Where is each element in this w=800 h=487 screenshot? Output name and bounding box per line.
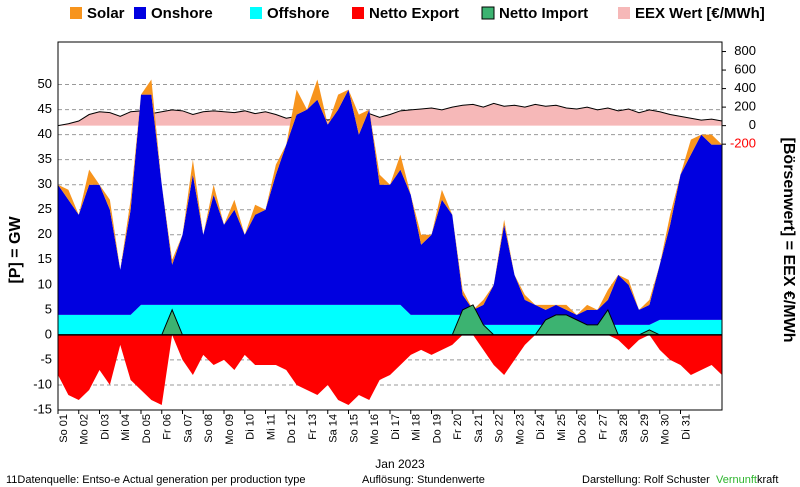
- y2-axis-label: [Börsenwert] = EEX €/MWh: [780, 138, 797, 343]
- x-tick-label: Do 12: [286, 414, 298, 443]
- x-tick-label: Sa 28: [618, 414, 630, 443]
- x-tick-label: Di 31: [680, 414, 692, 440]
- x-tick-label: So 29: [639, 414, 651, 443]
- x-tick-label: So 22: [494, 414, 506, 443]
- x-tick-label: Mo 09: [224, 414, 236, 445]
- y-tick-label: 50: [38, 76, 52, 91]
- legend-label: Netto Import: [499, 5, 588, 22]
- legend-swatch: [481, 6, 495, 20]
- x-tick-label: Di 17: [390, 414, 402, 440]
- brand-a: Vernunft: [716, 474, 757, 486]
- y-tick-label: -10: [33, 376, 52, 391]
- y-tick-label: 40: [38, 126, 52, 141]
- legend-label: Onshore: [151, 5, 213, 22]
- footer-brand: Vernunftkraft: [716, 474, 778, 486]
- x-tick-label: Fr 06: [162, 414, 174, 440]
- y-tick-label: 15: [38, 251, 52, 266]
- x-tick-label: Mo 30: [660, 414, 672, 445]
- y-tick-label: 45: [38, 101, 52, 116]
- x-tick-label: Sa 21: [473, 414, 485, 443]
- legend-label: Offshore: [267, 5, 330, 22]
- plot-frame: [57, 41, 723, 411]
- plot: [57, 79, 723, 411]
- footer-source: 11Datenquelle: Entso-e Actual generation…: [6, 474, 305, 486]
- x-tick-label: So 08: [203, 414, 215, 443]
- x-tick-label: Mi 18: [411, 414, 423, 441]
- y2-tick-label: 800: [734, 43, 756, 58]
- legend-label: Netto Export: [369, 5, 459, 22]
- x-axis-label: Jan 2023: [375, 457, 425, 471]
- x-tick-label: Di 24: [535, 414, 547, 440]
- x-tick-label: Sa 14: [328, 414, 340, 443]
- y-tick-label: 5: [45, 301, 52, 316]
- x-tick-label: Fr 13: [307, 414, 319, 440]
- legend-label: Solar: [87, 5, 125, 22]
- y-tick-label: -15: [33, 401, 52, 416]
- footer-author: Darstellung: Rolf Schuster: [582, 474, 710, 486]
- y-tick-label: 10: [38, 276, 52, 291]
- x-tick-label: Fr 27: [597, 414, 609, 440]
- x-tick-label: Mo 23: [514, 414, 526, 445]
- legend-swatch: [70, 7, 82, 19]
- x-tick-label: So 01: [58, 414, 70, 443]
- x-tick-label: So 15: [348, 414, 360, 443]
- x-tick-label: Do 26: [577, 414, 589, 443]
- y-tick-label: 25: [38, 201, 52, 216]
- y-tick-label: 35: [38, 151, 52, 166]
- legend-swatch: [352, 7, 364, 19]
- x-tick-label: Do 05: [141, 414, 153, 443]
- x-tick-label: Fr 20: [452, 414, 464, 440]
- x-tick-label: Di 03: [99, 414, 111, 440]
- brand-b: kraft: [757, 474, 778, 486]
- x-tick-label: Mi 11: [265, 414, 277, 440]
- legend-swatch: [250, 7, 262, 19]
- y2-tick-label: 600: [734, 62, 756, 77]
- y2-tick-label: -200: [730, 136, 756, 151]
- y-tick-label: -5: [40, 351, 52, 366]
- x-tick-label: Sa 07: [182, 414, 194, 443]
- x-tick-label: Do 19: [431, 414, 443, 443]
- y2-tick-label: 0: [749, 117, 756, 132]
- x-tick-label: Mi 25: [556, 414, 568, 441]
- area-5: [58, 103, 722, 126]
- area-3: [58, 334, 722, 405]
- eex-line: [57, 102, 723, 127]
- y2-tick-label: 200: [734, 99, 756, 114]
- y-axis-label: [P] = GW: [7, 216, 24, 284]
- footer-resolution: Auflösung: Stundenwerte: [362, 474, 485, 486]
- y2-tick-label: 400: [734, 80, 756, 95]
- x-tick-label: Mi 04: [120, 414, 132, 441]
- area-1: [58, 89, 722, 325]
- y-tick-label: 20: [38, 226, 52, 241]
- x-tick-label: Mo 16: [369, 414, 381, 445]
- x-tick-label: Mo 02: [79, 414, 91, 445]
- legend-label: EEX Wert [€/MWh]: [635, 5, 765, 22]
- legend-swatch: [618, 7, 630, 19]
- x-tick-label: Di 10: [245, 414, 257, 440]
- legend-swatch: [134, 7, 146, 19]
- y-tick-label: 0: [45, 326, 52, 341]
- y-tick-label: 30: [38, 176, 52, 191]
